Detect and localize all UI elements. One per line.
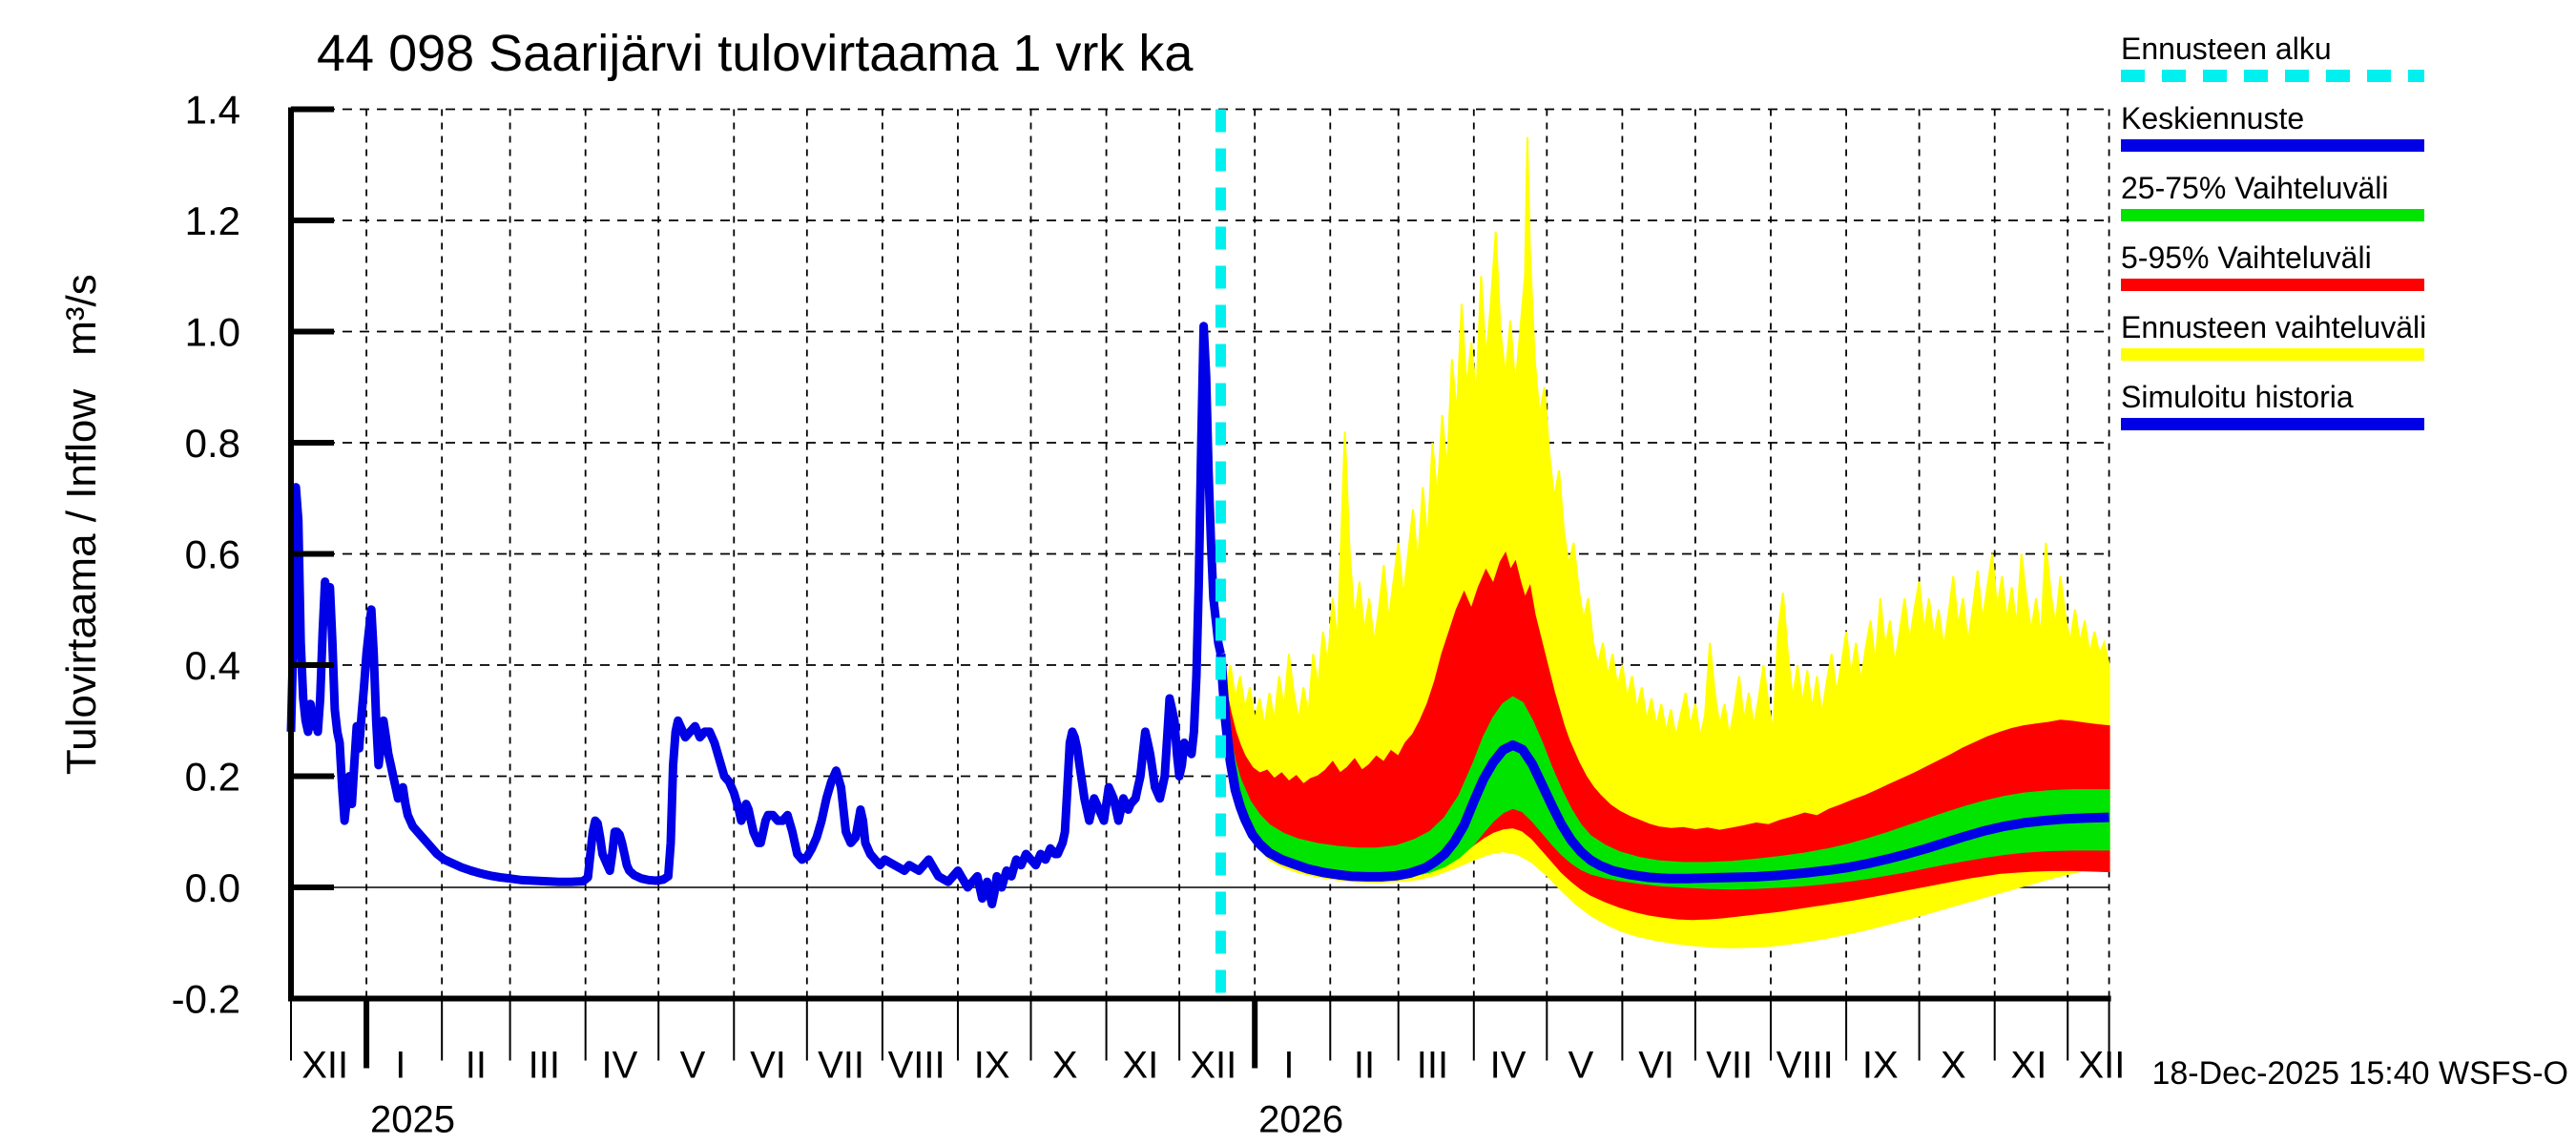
y-tick-label: 0.0	[185, 865, 240, 910]
y-tick-label: 0.2	[185, 755, 240, 800]
month-label: XII	[2078, 1045, 2125, 1087]
legend-entry: Simuloitu historia	[2121, 381, 2531, 450]
y-tick-label: 0.6	[185, 532, 240, 577]
month-label: VII	[818, 1045, 864, 1087]
month-label: XI	[1122, 1045, 1158, 1087]
month-label: VI	[1638, 1045, 1674, 1087]
y-tick-labels: -0.2 0.0 0.2 0.4 0.6 0.8 1.0 1.2 1.4	[172, 88, 240, 1022]
y-tick-label: 1.4	[185, 88, 240, 133]
legend-entry: Ennusteen vaihteluväli	[2121, 311, 2531, 381]
month-label: IX	[1862, 1045, 1899, 1087]
legend-entry-label: 5-95% Vaihteluväli	[2121, 240, 2372, 275]
legend-entry: 25-75% Vaihteluväli	[2121, 172, 2531, 241]
month-label: X	[1941, 1045, 1966, 1087]
y-tick-label: 0.4	[185, 643, 240, 688]
y-axis-unit: m³/s	[58, 274, 105, 356]
month-label: X	[1052, 1045, 1078, 1087]
month-label: I	[1283, 1045, 1294, 1087]
timestamp: 18-Dec-2025 15:40 WSFS-O	[2151, 1055, 2568, 1092]
x-year-labels: 2025 2026	[370, 1099, 1343, 1141]
chart-title: 44 098 Saarijärvi tulovirtaama 1 vrk ka	[317, 25, 1194, 82]
legend-entry-label: Keskiennuste	[2121, 101, 2305, 135]
month-label: VI	[750, 1045, 786, 1087]
legend-entry-label: Ennusteen alku	[2121, 31, 2332, 66]
legend-entry-swatch	[2121, 279, 2424, 291]
legend-entry-label: 25-75% Vaihteluväli	[2121, 171, 2389, 205]
y-axis-label: Tulovirtaama / Inflow	[58, 389, 105, 776]
month-label: XII	[301, 1045, 348, 1087]
y-tick-label: 0.8	[185, 421, 240, 466]
month-label: IX	[974, 1045, 1010, 1087]
month-label: VII	[1706, 1045, 1753, 1087]
y-tick-label: 1.2	[185, 198, 240, 243]
legend-entry: Keskiennuste	[2121, 102, 2531, 172]
history-polyline	[286, 322, 1225, 908]
legend-entry-swatch	[2121, 348, 2424, 361]
month-label: III	[1417, 1045, 1448, 1087]
month-label: II	[466, 1045, 487, 1087]
month-label: I	[395, 1045, 405, 1087]
month-label: XI	[2011, 1045, 2047, 1087]
month-label: VIII	[1776, 1045, 1834, 1087]
month-label: V	[680, 1045, 706, 1087]
legend-entry: Ennusteen alku	[2121, 32, 2531, 102]
month-label: IV	[601, 1045, 637, 1087]
forecast-median-line	[1215, 654, 2109, 884]
legend-entry-swatch	[2121, 139, 2424, 152]
month-label: II	[1354, 1045, 1375, 1087]
month-label: III	[529, 1045, 560, 1087]
legend-entry-swatch	[2121, 418, 2424, 430]
legend-entry-swatch	[2121, 209, 2424, 221]
month-label: VIII	[888, 1045, 945, 1087]
month-label: XII	[1190, 1045, 1236, 1087]
legend-entry-swatch	[2121, 70, 2424, 82]
legend-entry: 5-95% Vaihteluväli	[2121, 241, 2531, 311]
y-tick-label: -0.2	[172, 977, 240, 1022]
legend-entry-label: Simuloitu historia	[2121, 380, 2354, 414]
forecast-median-polyline	[1215, 654, 2109, 884]
axes-layer	[288, 106, 2111, 1069]
legend: Ennusteen alku Keskiennuste 25-75% Vaihtel…	[2121, 32, 2531, 450]
month-label: IV	[1490, 1045, 1527, 1087]
month-label: V	[1568, 1045, 1594, 1087]
legend-entry-label: Ennusteen vaihteluväli	[2121, 310, 2427, 344]
x-month-labels: XII I II III IV V VI VII VIII IX X XI XII I II III IV V VI…	[301, 1045, 2125, 1087]
y-tick-label: 1.0	[185, 310, 240, 355]
history-line	[286, 322, 1225, 908]
year-label: 2025	[370, 1099, 455, 1141]
year-label: 2026	[1258, 1099, 1343, 1141]
